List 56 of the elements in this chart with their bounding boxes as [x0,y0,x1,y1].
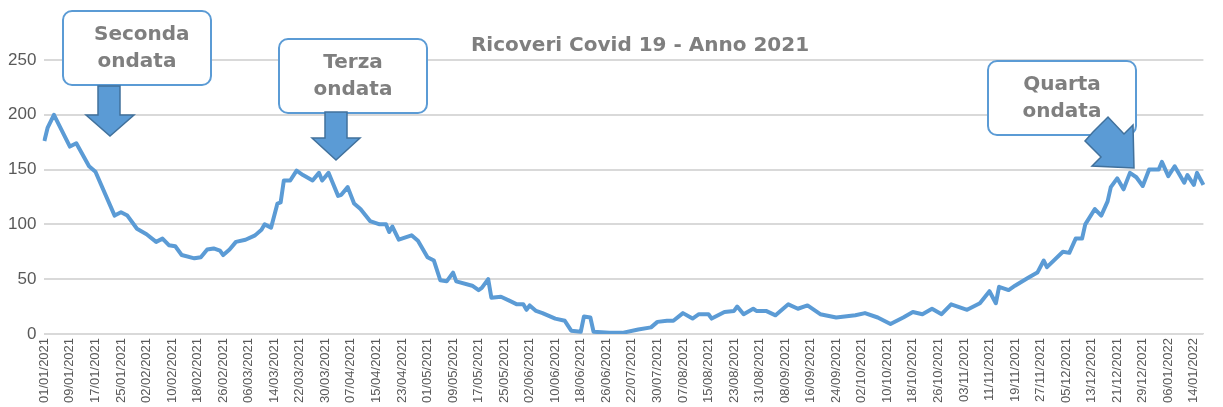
x-tick-label: 18/06/2021 [572,337,588,404]
callout-box: Quarta ondata [987,60,1137,136]
x-tick-label: 09/01/2021 [61,337,77,404]
x-tick-label: 13/12/2021 [1083,337,1099,404]
y-tick-label: 0 [26,323,37,343]
x-tick-label: 16/09/2021 [802,337,818,404]
x-tick-label: 11/11/2021 [981,337,997,402]
x-tick-label: 09/05/2021 [444,337,460,404]
x-tick-label: 26/02/2021 [214,337,230,404]
x-tick-label: 26/06/2021 [597,337,613,404]
x-tick-label: 17/05/2021 [470,337,486,404]
x-tick-label: 31/08/2021 [751,337,767,404]
x-tick-label: 23/04/2021 [393,337,409,404]
callout-box: Terza ondata [278,38,428,114]
x-tick-label: 10/02/2021 [163,337,179,404]
x-tick-label: 14/03/2021 [265,337,281,404]
y-tick-label: 200 [7,104,37,124]
x-tick-label: 22/03/2021 [291,337,307,404]
x-tick-label: 17/01/2021 [87,337,103,404]
x-tick-label: 27/11/2021 [1032,337,1048,403]
x-tick-label: 10/06/2021 [546,337,562,404]
x-tick-label: 21/12/2021 [1108,337,1124,404]
y-tick-label: 50 [17,268,37,288]
x-tick-label: 01/01/2021 [35,337,51,404]
x-tick-label: 30/03/2021 [316,337,332,404]
x-tick-label: 19/11/2021 [1006,337,1022,403]
x-tick-label: 15/08/2021 [700,337,716,404]
x-tick-label: 07/04/2021 [342,337,358,404]
y-tick-label: 250 [7,49,37,69]
x-tick-label: 15/04/2021 [368,337,384,404]
x-tick-label: 08/09/2021 [776,337,792,404]
y-tick-label: 150 [7,159,37,179]
x-tick-label: 29/12/2021 [1134,337,1150,404]
x-tick-label: 30/07/2021 [648,337,664,404]
x-tick-label: 06/01/2022 [1159,337,1175,404]
x-tick-label: 18/10/2021 [904,337,920,404]
x-tick-label: 25/05/2021 [495,337,511,404]
x-tick-label: 02/02/2021 [138,337,154,404]
x-tick-label: 07/08/2021 [674,337,690,404]
x-tick-label: 10/10/2021 [878,337,894,404]
x-tick-label: 26/10/2021 [929,337,945,404]
y-tick-label: 100 [7,214,37,234]
x-tick-label: 02/10/2021 [853,337,869,404]
x-tick-label: 18/02/2021 [189,337,205,404]
callout-box: Seconda ondata [62,10,212,86]
x-tick-label: 06/03/2021 [240,337,256,404]
x-tick-label: 01/05/2021 [419,337,435,404]
x-tick-label: 05/12/2021 [1057,337,1073,404]
chart-title: Ricoveri Covid 19 - Anno 2021 [470,32,810,56]
x-tick-label: 03/11/2021 [955,337,971,403]
x-tick-label: 22/07/2021 [623,337,639,404]
x-tick-label: 14/01/2022 [1185,337,1201,404]
x-tick-label: 24/09/2021 [827,337,843,404]
x-tick-label: 23/08/2021 [725,337,741,404]
x-tick-label: 02/06/2021 [521,337,537,404]
x-tick-label: 25/01/2021 [112,337,128,404]
